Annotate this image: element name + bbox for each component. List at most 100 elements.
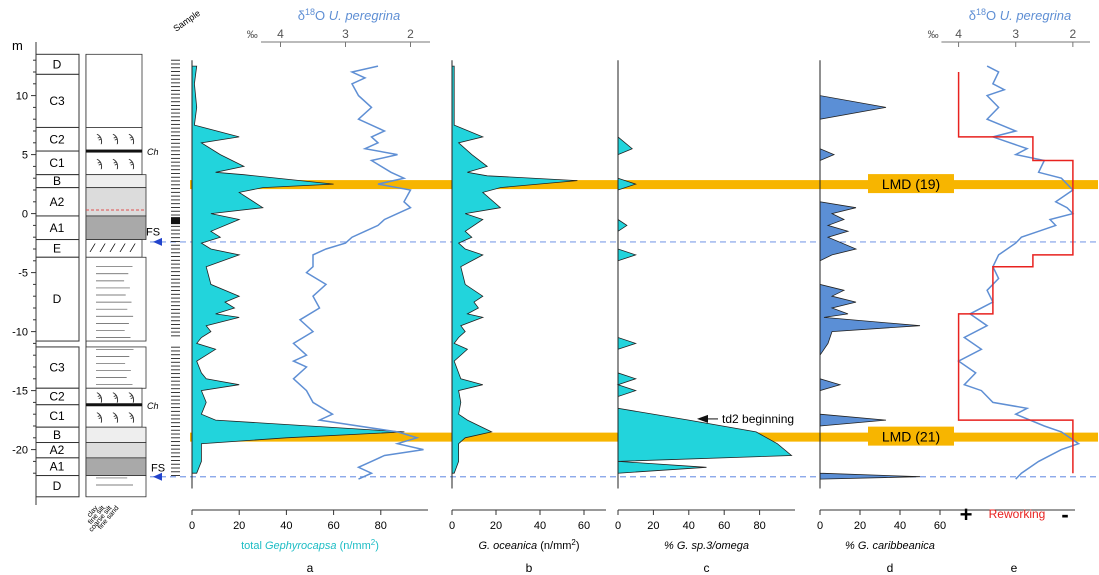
isotope-unit: ‰ [247,29,258,41]
litho-black-bar [86,149,142,153]
isotope-title-part: 18 [976,7,986,17]
unit-box [35,256,80,342]
x-tick-label: 40 [894,520,906,532]
isotope-title-part: δ [298,8,305,23]
area-series-d [819,66,921,480]
hatch-glyph: ⁄ [89,241,96,255]
isotope-title-part: U. peregrina [1000,8,1072,23]
unit-label: B [53,428,61,442]
isotope-tick-label: 3 [342,27,349,41]
isotope-axis-title: δ18O U. peregrina [969,7,1072,23]
isotope-title-part: 18 [305,7,315,17]
shell-glyph: ϡ [112,158,119,170]
panel-a: 0 20 40 60 80 total Gephyrocapsa (n/mm2) a [189,60,428,575]
unit-label: C2 [49,390,65,404]
panel-b: 0 20 40 60 G. oceanica (n/mm2) b [449,60,606,575]
x-axis-label-b: G. oceanica (n/mm2) [478,538,579,553]
x-axis-label-part: G. oceanica [478,540,537,552]
isotope-tick-label: 4 [277,27,284,41]
x-tick-label: 20 [490,520,502,532]
x-axis-label-a: total Gephyrocapsa (n/mm2) [241,538,379,553]
x-tick-label: 20 [854,520,866,532]
unit-box [35,475,80,498]
unit-label: C3 [49,361,65,375]
x-tick-label: 0 [449,520,455,532]
plus-sign: + [960,502,973,527]
depth-tick-label: 5 [22,150,28,162]
area-series-a [191,65,405,474]
x-axis-label-part: % G. sp.3/omega [664,540,749,552]
reworking-line [957,72,1074,474]
minus-sign: - [1061,502,1068,527]
panel-letter-e: e [1011,561,1018,575]
x-tick-label: 60 [327,520,339,532]
litho-bed-dark [85,457,147,476]
x-axis-label-part: Gephyrocapsa [265,540,337,552]
depth-tick-label: 0 [22,209,28,221]
annotations: LMD (19) LMD (21) td2 beginning [153,174,954,481]
unit-label: A2 [50,443,65,457]
unit-box [35,73,80,128]
unit-label: C1 [49,156,65,170]
shell-glyph: ϡ [128,133,135,145]
lmd21-label: LMD (21) [882,429,940,445]
shell-glyph: ϡ [112,133,119,145]
panel-c: 0 20 40 60 80 % G. sp.3/omega c [615,60,795,575]
litho-bed-sandy [85,174,147,189]
isotope-title-part: O [986,8,1000,23]
hatch-glyph: ⁄ [119,241,126,255]
litho-bed [85,53,143,128]
litho-bed-sandy [85,426,147,443]
litho-black-bar [86,403,142,407]
isotope-tick-label: 3 [1012,27,1019,41]
isotope-title-part: U. peregrina [329,8,401,23]
unit-label: C3 [49,94,65,108]
litho-bed-light [85,442,147,459]
lmd19-label-bg [868,174,954,194]
x-axis-label-part: (n/mm [537,540,571,552]
depth-tick-label: -20 [12,445,28,457]
isotope-tick-label: 4 [955,27,962,41]
unit-label: A2 [50,195,65,209]
sample-block [171,217,180,225]
shell-glyph: ϡ [128,412,135,424]
shell-glyph: ϡ [112,392,119,404]
lmd19-band [190,180,1098,190]
unit-label: B [53,174,61,188]
isotope-line-a [291,65,424,480]
litho-bed-light [85,187,147,217]
unit-label: E [53,241,61,255]
lmd21-label-bg [868,426,954,446]
panel-letter-c: c [704,561,710,575]
td2-arrowhead [697,414,708,423]
unit-label: D [53,292,62,306]
hatch-glyph: ⁄ [109,241,116,255]
depth-tick-label: 10 [16,91,28,103]
isotope-tick-label: 2 [1070,27,1077,41]
isotope-unit: ‰ [928,29,939,41]
x-tick-label: 80 [375,520,387,532]
shell-glyph: ϡ [128,158,135,170]
litho-bed [85,475,147,498]
isotope-line-e [957,65,1081,480]
unit-label: A1 [50,221,65,235]
x-tick-label: 40 [534,520,546,532]
hatch-glyph: ⁄ [129,241,136,255]
unit-label: D [53,57,62,71]
x-tick-label: 60 [718,520,730,532]
x-tick-label: 80 [753,520,765,532]
isotope-axis-a: 4 3 2 ‰ δ18O U. peregrina [247,7,430,47]
x-tick-label: 20 [647,520,659,532]
litho-bed [85,256,147,342]
x-tick-label: 0 [189,520,195,532]
x-tick-label: 60 [578,520,590,532]
panel-letter-b: b [526,561,533,575]
isotope-axis-e: 4 3 2 ‰ δ18O U. peregrina [928,7,1090,47]
fs-label: FS [151,463,165,475]
litho-bed-dark [85,215,147,240]
unit-label: C2 [49,132,65,146]
ch-label: Ch [147,147,159,157]
x-axis-label-part: ) [576,540,580,552]
area-series-b [451,65,578,474]
